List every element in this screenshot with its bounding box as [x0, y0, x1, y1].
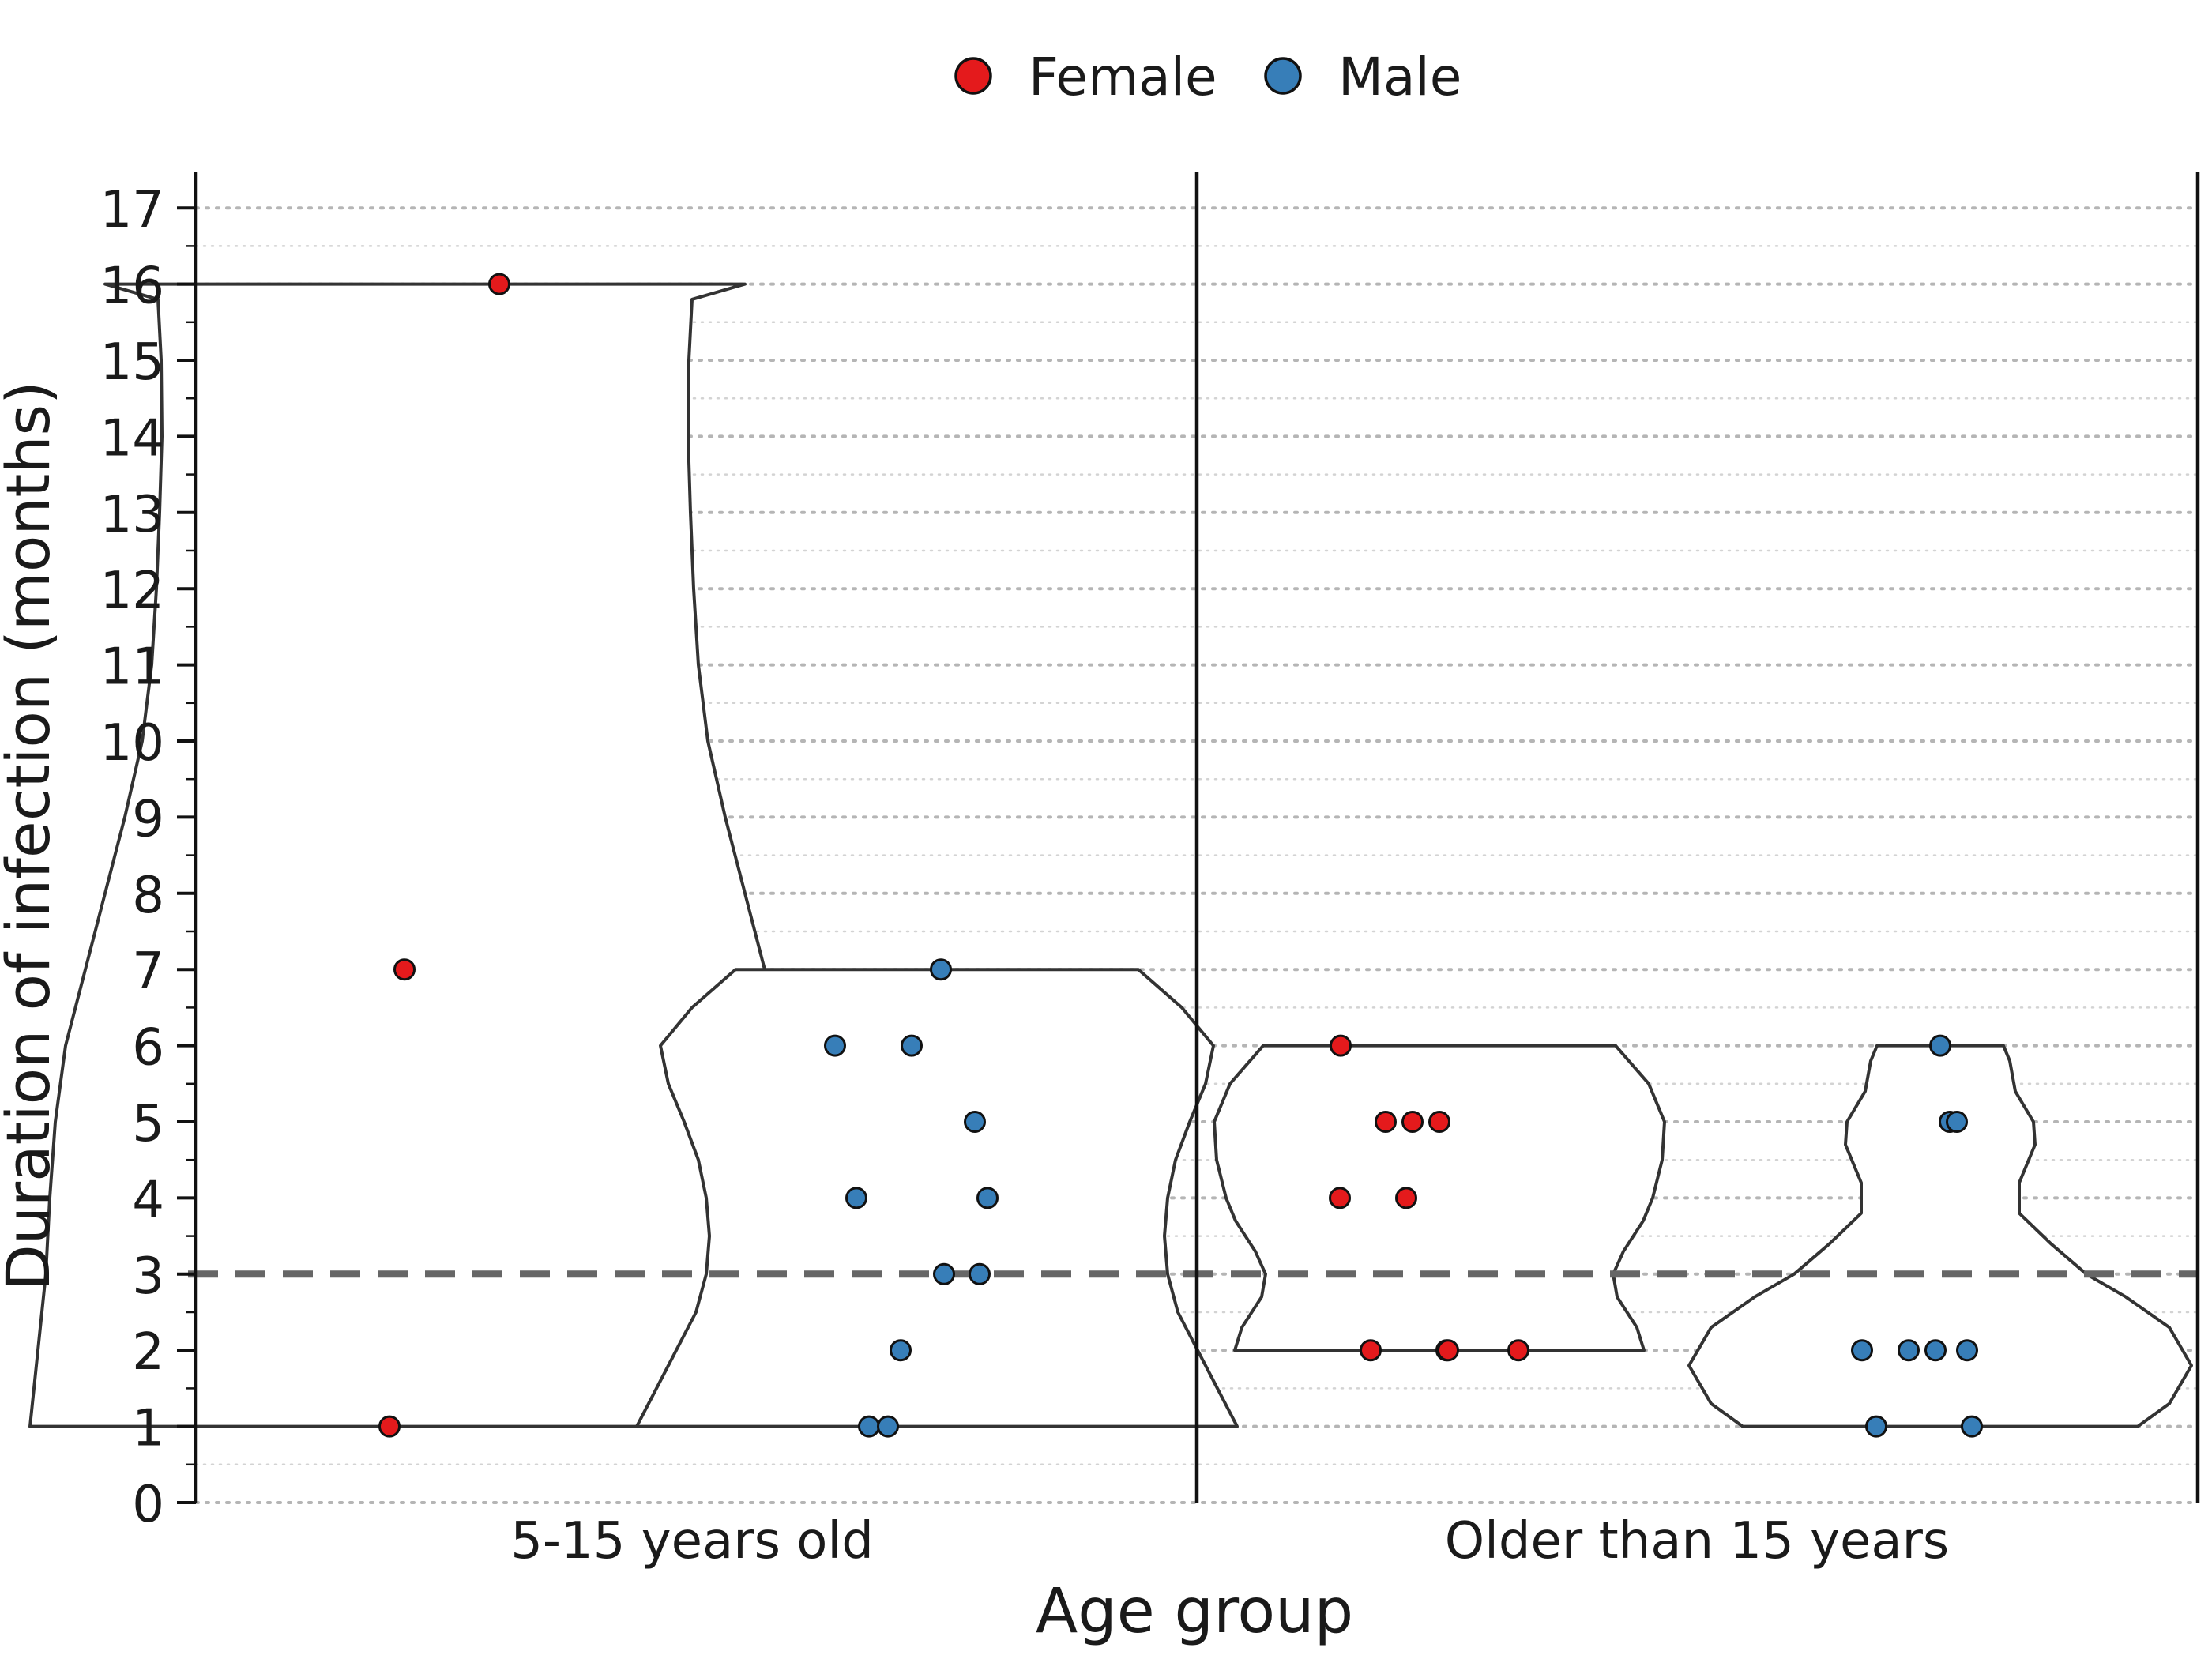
data-point-female	[1375, 1111, 1397, 1133]
y-tick-label: 8	[132, 867, 164, 925]
y-tick-label: 15	[100, 333, 164, 392]
y-tick-label: 10	[100, 714, 164, 773]
data-point-male	[1924, 1339, 1947, 1362]
data-point-male	[964, 1111, 986, 1133]
data-point-female	[488, 273, 510, 295]
y-tick-label: 7	[132, 942, 164, 1001]
violin-older-female	[1213, 1044, 1666, 1352]
y-axis-title: Duration of infection (months)	[0, 381, 63, 1291]
data-point-female	[1507, 1339, 1529, 1362]
data-point-male	[1898, 1339, 1920, 1362]
violin-older-male	[1687, 1044, 2193, 1428]
violin-5-15-male	[635, 968, 1239, 1428]
data-point-male	[877, 1415, 899, 1438]
data-point-male	[1946, 1111, 1968, 1133]
y-tick-label: 5	[132, 1095, 164, 1153]
y-tick-label: 3	[132, 1247, 164, 1306]
legend-marker-female	[954, 57, 992, 95]
legend-label-female: Female	[1029, 47, 1217, 107]
data-point-female	[393, 958, 416, 981]
data-point-male	[824, 1034, 846, 1057]
data-point-male	[1865, 1415, 1887, 1438]
data-point-male	[845, 1187, 867, 1209]
data-point-female	[1330, 1034, 1352, 1057]
data-point-female	[1395, 1187, 1417, 1209]
data-point-female	[1329, 1187, 1351, 1209]
data-point-female	[1428, 1111, 1450, 1133]
y-tick-label: 13	[100, 486, 164, 544]
y-tick-label: 16	[100, 258, 164, 316]
y-tick-label: 2	[132, 1323, 164, 1382]
y-tick-label: 14	[100, 409, 164, 468]
y-tick-label: 17	[100, 181, 164, 239]
y-tick-label: 6	[132, 1019, 164, 1078]
data-point-male	[1961, 1415, 1983, 1438]
y-tick-label: 1	[132, 1400, 164, 1458]
y-tick-label: 4	[132, 1171, 164, 1229]
data-point-male	[1929, 1034, 1951, 1057]
data-point-female	[1437, 1339, 1459, 1362]
y-tick-label: 12	[100, 562, 164, 620]
data-point-male	[933, 1262, 955, 1285]
legend-label-male: Male	[1338, 47, 1462, 107]
data-point-female	[1360, 1339, 1382, 1362]
data-point-male	[1956, 1339, 1978, 1362]
data-point-male	[1851, 1339, 1873, 1362]
y-tick-label: 11	[100, 638, 164, 697]
x-tick-label: 5-15 years old	[510, 1512, 874, 1571]
data-point-male	[901, 1034, 923, 1057]
data-point-male	[890, 1339, 912, 1362]
x-tick-label: Older than 15 years	[1445, 1512, 1950, 1571]
data-point-male	[976, 1187, 999, 1209]
data-point-female	[1401, 1111, 1424, 1133]
y-tick-label: 0	[132, 1476, 164, 1534]
data-point-male	[858, 1415, 880, 1438]
data-point-female	[378, 1415, 401, 1438]
legend-marker-male	[1264, 57, 1302, 95]
y-tick-label: 9	[132, 790, 164, 848]
data-point-male	[969, 1262, 991, 1285]
x-axis-title: Age group	[1036, 1576, 1353, 1647]
data-point-male	[930, 958, 952, 981]
